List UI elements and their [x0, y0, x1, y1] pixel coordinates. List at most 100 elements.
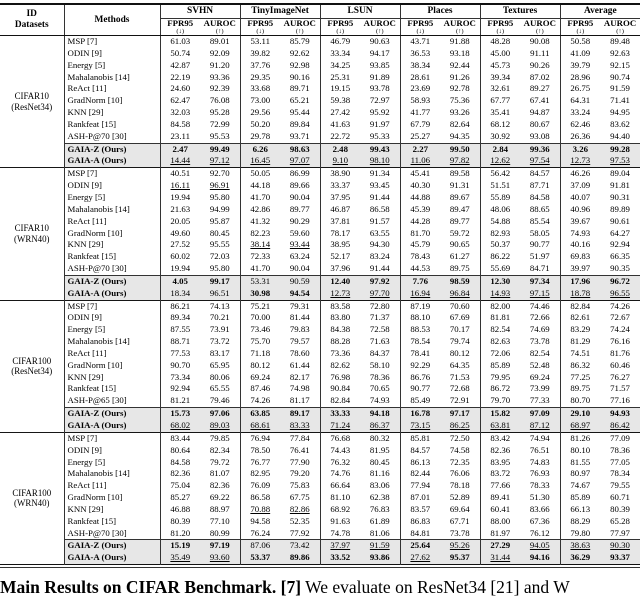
metric-value: 26.75	[559, 83, 601, 96]
table-row: KNN [29] 73.34 80.06 69.24 82.17 76.98 78.36 86…	[0, 371, 640, 384]
metric-value: 95.55	[209, 239, 230, 250]
metric-value: 74.51	[559, 347, 601, 360]
metric-value: 76.24	[239, 527, 281, 540]
metric-value: 29.56	[239, 107, 281, 119]
metric-value: 61.44	[289, 359, 310, 370]
metric-value: 74.76	[319, 468, 361, 481]
metric-value: 55.69	[479, 263, 521, 276]
dataset-label-line: CIFAR10	[14, 223, 49, 234]
metric-value: 39.79	[559, 59, 601, 72]
metric-value: 71.57	[610, 383, 630, 394]
metric-label: AUROC	[203, 18, 236, 29]
metric-value: 98.63	[280, 142, 321, 156]
metric-value: 65.21	[289, 95, 310, 106]
metric-value: 19.15	[319, 83, 361, 96]
metric-value: 89.75	[449, 263, 470, 274]
metric-value: 25.27	[399, 130, 441, 144]
metric-value: 80.97	[559, 468, 601, 481]
metric-value: 96.91	[209, 180, 230, 191]
metric-value: 58.05	[529, 227, 550, 238]
metric-value: 93.37	[600, 552, 640, 565]
metric-value: 94.54	[280, 287, 321, 301]
metric-value: 87.19	[399, 299, 441, 313]
metric-value: 67.69	[449, 312, 470, 323]
method-name: MSP [7]	[63, 34, 161, 48]
metric-value: 90.29	[289, 215, 310, 226]
metric-value: 27.42	[319, 107, 361, 119]
metric-value: 78.36	[369, 371, 390, 382]
table-row: GradNorm [10] 49.60 80.45 82.23 59.60 78.17 63…	[0, 227, 640, 240]
metric-value: 89.34	[170, 312, 191, 323]
metric-value: 80.45	[209, 227, 230, 238]
metric-value: 63.55	[369, 227, 390, 238]
metric-value: 75.36	[449, 95, 470, 106]
method-name: Rankfeat [15]	[63, 251, 161, 264]
metric-header-auroc: AUROC (↑)	[200, 18, 241, 36]
metric-value: 48.06	[479, 203, 521, 216]
metric-value: 87.06	[239, 539, 281, 553]
metric-value: 97.06	[200, 407, 241, 420]
metric-value: 50.37	[479, 239, 521, 252]
metric-value: 46.88	[170, 503, 191, 514]
metric-value: 12.62	[479, 155, 521, 168]
metric-value: 36.53	[399, 47, 441, 60]
arrow-down-icon: (↓)	[336, 27, 345, 35]
metric-value: 85.54	[529, 215, 550, 226]
metric-value: 36.29	[559, 552, 601, 565]
metric-value: 90.84	[319, 383, 361, 396]
metric-value: 85.49	[399, 395, 441, 408]
metric-value: 91.63	[319, 515, 361, 528]
metric-value: 74.26	[600, 299, 640, 313]
metric-value: 82.86	[289, 503, 310, 514]
metric-value: 90.74	[610, 71, 630, 82]
metric-value: 99.28	[600, 142, 640, 156]
metric-value: 90.63	[360, 34, 401, 48]
metric-value: 94.58	[239, 515, 281, 528]
metric-value: 97.53	[600, 155, 640, 168]
table-row: ODIN [9] 89.34 70.21 70.00 81.44 83.80 71.37 88…	[0, 312, 640, 325]
metric-value: 59.38	[319, 95, 361, 108]
metric-value: 93.26	[449, 107, 470, 118]
metric-value: 89.27	[529, 83, 550, 94]
method-name: ReAct [11]	[63, 347, 161, 360]
metric-value: 76.77	[239, 456, 281, 469]
metric-value: 30.98	[239, 287, 281, 301]
metric-header-auroc: AUROC (↑)	[280, 18, 321, 36]
metric-value: 90.65	[449, 239, 470, 250]
table-row: GAIA-Z (Ours) 15.19 97.19 87.06 73.42 37.97 91…	[0, 539, 640, 553]
metric-value: 69.64	[449, 503, 470, 514]
metric-value: 34.25	[319, 59, 361, 72]
metric-value: 94.99	[209, 203, 230, 214]
metric-value: 84.57	[520, 167, 561, 181]
metric-value: 37.81	[319, 215, 361, 228]
metric-value: 89.67	[449, 191, 470, 202]
table-row: KNN [29] 46.88 88.97 70.88 82.86 68.92 76.83 83…	[0, 503, 640, 516]
metric-value: 70.00	[239, 312, 281, 325]
method-name: ReAct [11]	[63, 215, 161, 228]
caption-title: Main Results on CIFAR Benchmark. [7]	[0, 576, 302, 597]
metric-value: 97.07	[280, 155, 321, 168]
metric-value: 96.55	[600, 287, 640, 301]
metric-value: 22.19	[170, 71, 191, 82]
metric-value: 91.59	[360, 539, 401, 553]
method-name: Mahalanobis [14]	[63, 336, 161, 348]
metric-value: 91.89	[369, 71, 390, 82]
metric-value: 74.58	[449, 444, 470, 455]
metric-value: 86.32	[559, 359, 601, 372]
metric-value: 53.37	[239, 552, 281, 565]
metric-header-fpr95: FPR95 (↓)	[399, 18, 441, 36]
metric-value: 33.33	[319, 407, 361, 420]
metric-value: 40.51	[160, 167, 200, 181]
metric-value: 92.94	[610, 239, 630, 250]
metric-value: 79.80	[559, 527, 601, 540]
metric-value: 86.58	[369, 203, 390, 214]
metric-value: 85.89	[479, 359, 521, 372]
metric-value: 89.89	[610, 203, 630, 214]
metric-value: 68.92	[319, 503, 361, 516]
method-name: ODIN [9]	[63, 444, 161, 457]
metric-value: 72.35	[449, 456, 470, 467]
dataset-label-line: (ResNet34)	[11, 366, 53, 377]
metric-value: 74.98	[289, 383, 310, 394]
metric-value: 81.26	[559, 431, 601, 445]
metric-value: 78.60	[289, 347, 310, 358]
